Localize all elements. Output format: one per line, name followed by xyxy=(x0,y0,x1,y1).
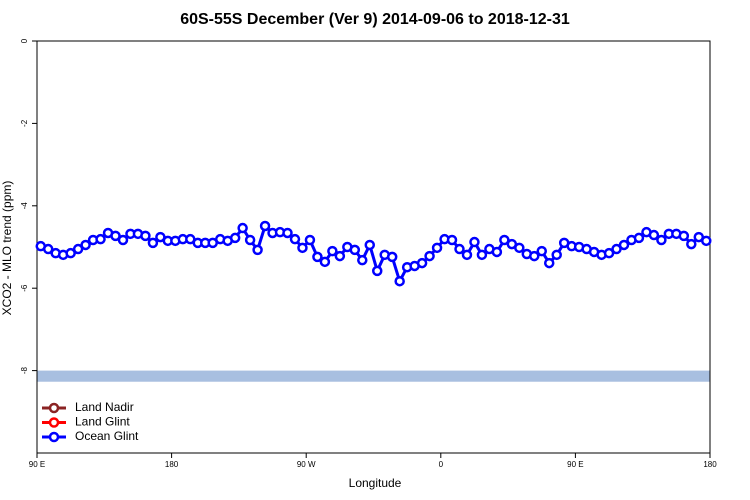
data-point xyxy=(543,257,555,269)
data-point xyxy=(147,237,159,249)
x-tick-label: 90 E xyxy=(567,460,583,469)
data-point xyxy=(446,234,458,246)
data-point xyxy=(394,275,405,287)
legend-label: Ocean Glint xyxy=(75,429,139,443)
data-point xyxy=(319,256,331,268)
legend-marker xyxy=(48,417,60,428)
x-tick-label: 180 xyxy=(165,460,179,469)
x-tick-label: 180 xyxy=(703,460,717,469)
data-point xyxy=(42,243,54,255)
chart-title: 60S-55S December (Ver 9) 2014-09-06 to 2… xyxy=(180,11,570,28)
data-point xyxy=(95,233,106,245)
x-tick-label: 90 W xyxy=(297,460,316,469)
data-point xyxy=(237,222,248,234)
data-point xyxy=(312,251,323,263)
data-point xyxy=(117,234,129,246)
data-point xyxy=(334,250,346,262)
data-point xyxy=(327,245,338,257)
y-tick-label: -8 xyxy=(20,366,29,374)
x-axis-label: Longitude xyxy=(349,476,402,490)
data-point xyxy=(72,243,84,255)
data-point xyxy=(529,250,540,262)
data-point xyxy=(701,235,712,247)
data-point xyxy=(282,227,293,239)
y-tick-label: -4 xyxy=(20,202,29,210)
y-tick-label: -6 xyxy=(20,284,29,292)
data-point xyxy=(551,249,562,261)
legend-label: Land Glint xyxy=(75,415,130,429)
data-point xyxy=(618,239,630,251)
data-point xyxy=(656,234,667,246)
data-point xyxy=(229,232,241,244)
data-point xyxy=(491,246,503,258)
data-point xyxy=(65,247,76,259)
data-point xyxy=(476,249,488,261)
data-point xyxy=(416,257,428,269)
data-point xyxy=(110,230,121,242)
data-point xyxy=(469,236,480,248)
data-point xyxy=(611,243,622,255)
data-point xyxy=(461,249,473,261)
data-point xyxy=(140,230,151,242)
data-point xyxy=(648,229,660,241)
data-point xyxy=(454,243,465,255)
data-point xyxy=(431,242,443,254)
legend-label: Land Nadir xyxy=(75,400,134,414)
data-point xyxy=(297,242,308,254)
y-axis-label: XCO2 - MLO trend (ppm) xyxy=(0,181,14,316)
legend-marker xyxy=(48,402,60,414)
x-tick-label: 0 xyxy=(439,460,444,469)
legend-marker xyxy=(48,431,60,443)
y-tick-label: 0 xyxy=(20,38,29,43)
y-tick-label: -2 xyxy=(20,119,29,127)
data-point xyxy=(386,251,398,263)
data-point xyxy=(304,234,316,246)
data-point xyxy=(371,265,383,277)
data-point xyxy=(349,244,361,256)
data-point xyxy=(536,245,547,257)
data-point xyxy=(252,244,263,256)
data-point xyxy=(80,239,91,251)
data-point xyxy=(244,234,256,246)
data-point xyxy=(499,234,510,246)
data-point xyxy=(289,233,301,245)
data-point xyxy=(424,250,435,262)
data-point xyxy=(514,242,525,254)
data-point xyxy=(678,230,690,242)
data-point xyxy=(686,238,697,250)
data-point xyxy=(603,247,615,259)
data-point xyxy=(633,232,645,244)
x-tick-label: 90 E xyxy=(29,460,45,469)
reference-band xyxy=(37,370,710,382)
data-point xyxy=(259,220,271,232)
data-point xyxy=(357,254,368,266)
data-point xyxy=(364,239,376,251)
